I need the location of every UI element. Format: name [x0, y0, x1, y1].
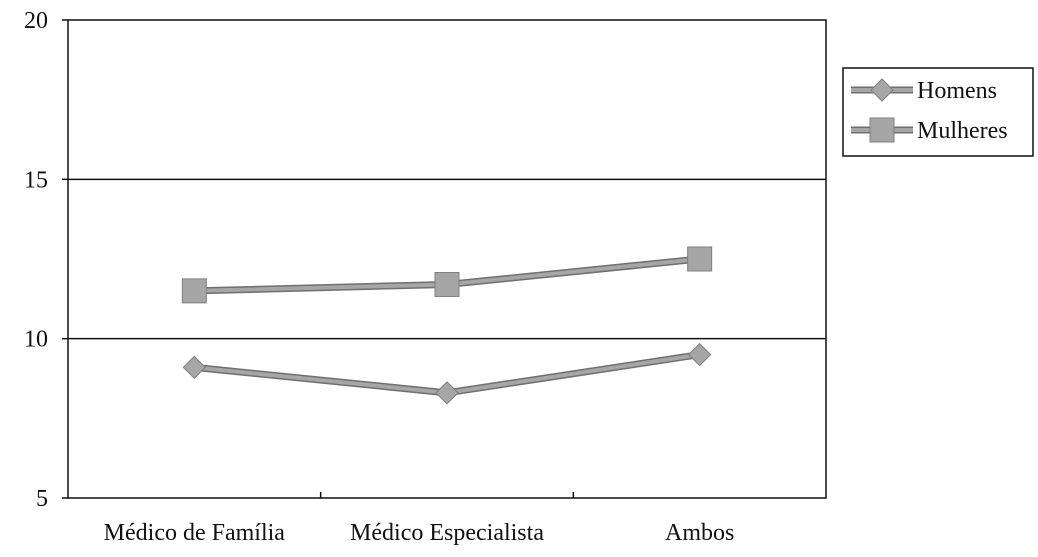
y-tick-label: 5 — [36, 486, 48, 512]
y-tick-label: 15 — [24, 167, 48, 193]
x-category-label: Médico Especialista — [350, 520, 544, 546]
legend-label: Homens — [917, 78, 997, 104]
legend-label: Mulheres — [917, 118, 1008, 144]
gridlines — [68, 179, 826, 338]
data-point-homens — [183, 356, 205, 378]
y-tick-label: 20 — [24, 8, 48, 34]
x-category-label: Ambos — [665, 520, 734, 546]
legend: Homens Mulheres — [843, 68, 1033, 156]
x-category-label: Médico de Família — [104, 520, 286, 546]
plot-frame — [68, 20, 826, 498]
data-point-mulheres — [182, 279, 206, 303]
series-lines — [182, 247, 711, 404]
tick-labels: 5 10 15 20 Médico de Família Médico Especiali… — [24, 8, 734, 546]
data-point-homens — [689, 344, 711, 366]
data-point-mulheres — [435, 272, 459, 296]
legend-marker-mulheres — [870, 118, 894, 142]
data-point-mulheres — [688, 247, 712, 271]
data-point-homens — [436, 382, 458, 404]
y-tick-label: 10 — [24, 327, 48, 353]
